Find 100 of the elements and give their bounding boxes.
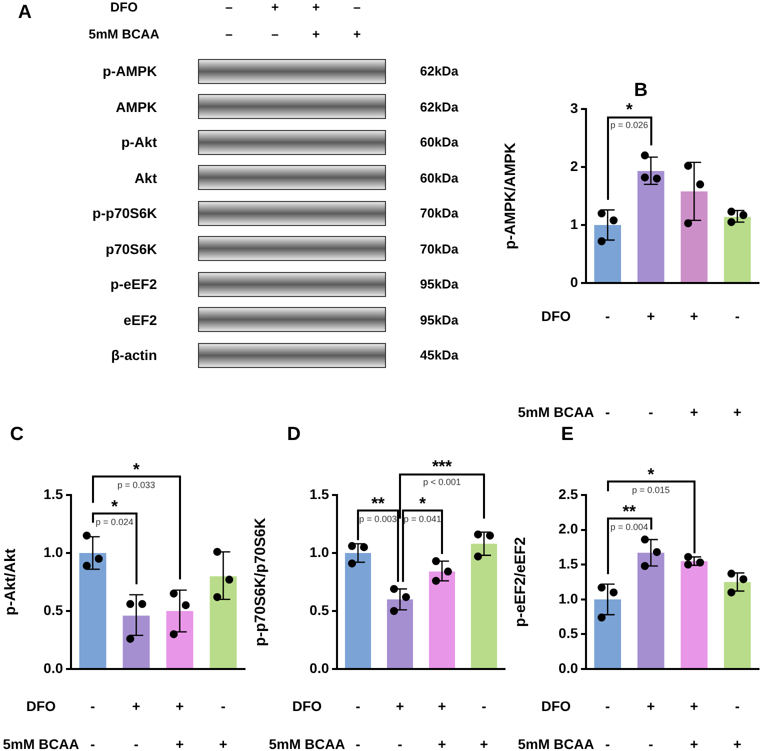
text: + xyxy=(312,0,320,14)
text: β-actin xyxy=(111,347,157,363)
text: + xyxy=(690,736,698,751)
text: 5mM BCAA xyxy=(518,404,594,420)
point xyxy=(598,237,606,246)
text: p70S6K xyxy=(106,240,157,256)
bar xyxy=(724,582,751,668)
annotation: p = 0.026 xyxy=(610,120,648,130)
y-axis-title: p-Akt/Akt xyxy=(2,548,20,616)
y-tick-label: 1.5 xyxy=(44,486,64,502)
annotation: p = 0.041 xyxy=(404,514,442,524)
y-tick-label: 0.5 xyxy=(310,602,330,618)
annotation: p = 0.003 xyxy=(359,514,397,524)
bar xyxy=(428,572,456,668)
text: + xyxy=(733,404,742,420)
text: p-p70S6K xyxy=(92,205,157,221)
text: 60kDa xyxy=(420,134,458,150)
text: + xyxy=(438,736,446,751)
point xyxy=(348,542,356,550)
point xyxy=(727,588,736,596)
text: - xyxy=(605,404,610,420)
bar xyxy=(210,576,237,668)
text: eEF2 xyxy=(124,312,157,328)
bar xyxy=(386,599,414,668)
point xyxy=(170,630,178,638)
point xyxy=(598,613,606,622)
annotation: ** xyxy=(371,494,385,513)
text: 62kDa xyxy=(420,64,458,78)
point xyxy=(598,209,606,218)
annotation: p = 0.024 xyxy=(96,516,134,527)
point xyxy=(474,552,482,560)
text: - xyxy=(90,698,96,714)
point xyxy=(348,559,356,568)
bar xyxy=(680,561,708,668)
text: + xyxy=(646,308,655,324)
text: - xyxy=(482,698,487,714)
point xyxy=(684,552,692,561)
y-tick-label: 1.0 xyxy=(310,544,330,560)
text: – xyxy=(225,26,233,42)
point xyxy=(640,536,649,544)
y-tick-label: 0.0 xyxy=(558,660,578,676)
text: + xyxy=(312,26,320,42)
point xyxy=(126,634,134,643)
text: + xyxy=(690,404,698,420)
text: 70kDa xyxy=(420,241,458,256)
text: DFO xyxy=(26,698,56,714)
chart-title: D xyxy=(287,424,301,446)
text: - xyxy=(134,736,139,751)
text: – xyxy=(225,0,233,14)
text: + xyxy=(438,698,446,714)
text: - xyxy=(605,736,610,751)
text: DFO xyxy=(292,698,322,714)
text: + xyxy=(176,736,184,751)
y-tick-label: 2.5 xyxy=(558,486,578,502)
text: p-eEF2 xyxy=(110,276,157,292)
text: - xyxy=(90,736,96,751)
text: + xyxy=(690,698,698,714)
y-tick-label: 1 xyxy=(570,216,578,232)
text: + xyxy=(176,698,184,714)
point xyxy=(684,560,692,569)
y-axis-title: p-p70S6K/p70S6K xyxy=(252,518,270,646)
text: - xyxy=(356,736,361,751)
text: + xyxy=(480,736,488,751)
point xyxy=(727,208,736,216)
point xyxy=(640,151,649,160)
point xyxy=(727,570,736,578)
text: 5mM BCAA xyxy=(88,26,160,42)
bar xyxy=(594,599,622,668)
y-axis-title: p-AMPK/AMPK xyxy=(502,142,520,250)
point xyxy=(390,584,398,593)
text: + xyxy=(690,308,698,324)
point xyxy=(640,173,649,182)
point xyxy=(684,219,692,228)
text: + xyxy=(646,698,655,714)
y-tick-label: 3 xyxy=(570,100,578,116)
point xyxy=(82,532,91,540)
y-tick-label: 2 xyxy=(570,158,578,174)
point xyxy=(213,548,222,556)
y-tick-label: 1.5 xyxy=(310,486,330,502)
text: 62kDa xyxy=(420,99,458,114)
text: *** xyxy=(432,457,452,476)
text: 95kDa xyxy=(420,312,458,327)
text: - xyxy=(605,308,610,324)
text: + xyxy=(271,0,279,14)
text: * xyxy=(648,464,654,484)
text: 5mM BCAA xyxy=(268,736,346,751)
text: + xyxy=(396,698,404,714)
y-tick-label: 0.5 xyxy=(44,602,64,618)
bar xyxy=(680,191,708,282)
annotation: * xyxy=(111,496,118,516)
bar xyxy=(724,216,751,282)
text: - xyxy=(648,404,654,420)
text: 95kDa xyxy=(420,276,458,292)
text: p-AMPK xyxy=(102,63,157,79)
bar xyxy=(79,553,106,668)
text: - xyxy=(356,698,361,714)
point xyxy=(727,218,736,226)
text: - xyxy=(735,698,740,714)
text: p = 0.033 xyxy=(117,480,156,490)
text: - xyxy=(735,308,740,324)
